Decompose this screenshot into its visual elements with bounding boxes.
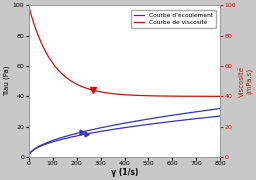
Courbe d’écoulement <box>172 114 175 116</box>
Courbe de viscosité <box>114 93 117 95</box>
Line: Courbe d’écoulement: Courbe d’écoulement <box>29 109 220 156</box>
Courbe d’écoulement <box>219 107 222 110</box>
Y-axis label: Viscosité
(mPa.s): Viscosité (mPa.s) <box>239 66 252 97</box>
Courbe d’écoulement <box>114 124 117 126</box>
Legend: Courbe d’écoulement, Courbe de viscosité: Courbe d’écoulement, Courbe de viscosité <box>131 10 216 28</box>
Courbe de viscosité <box>77 84 80 86</box>
Courbe de viscosité <box>27 5 30 7</box>
Courbe de viscosité <box>172 95 175 97</box>
Courbe d’écoulement <box>27 155 30 157</box>
Courbe d’écoulement <box>61 136 64 138</box>
Y-axis label: Tiau (Pa): Tiau (Pa) <box>4 66 10 96</box>
Courbe de viscosité <box>61 73 64 75</box>
X-axis label: γ (1/s): γ (1/s) <box>111 168 138 177</box>
Courbe d’écoulement <box>155 117 158 119</box>
Courbe de viscosité <box>219 95 222 97</box>
Courbe de viscosité <box>140 94 143 97</box>
Courbe d’écoulement <box>77 132 80 134</box>
Courbe d’écoulement <box>140 119 143 121</box>
Courbe de viscosité <box>155 95 158 97</box>
Line: Courbe de viscosité: Courbe de viscosité <box>29 6 220 96</box>
